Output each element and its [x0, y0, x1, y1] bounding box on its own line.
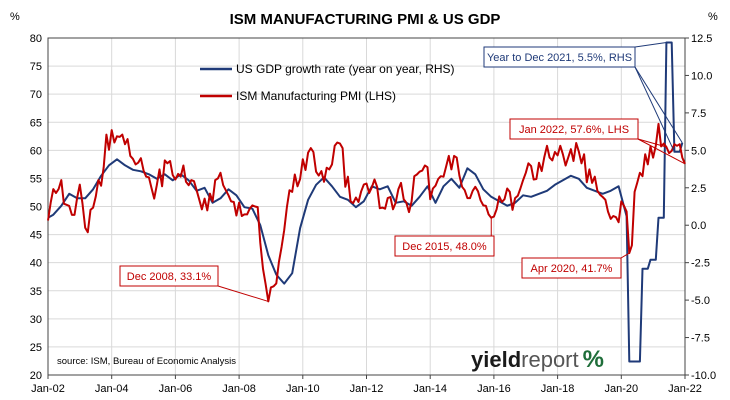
right-tick-label: -7.5 [691, 333, 710, 345]
annotation-callout: Dec 2015, 48.0% [394, 217, 495, 257]
annotation-box [119, 265, 219, 287]
right-tick-label: 2.5 [691, 183, 706, 195]
left-tick-label: 75 [30, 61, 42, 73]
annotation-callout: Jan 2022, 57.6%, LHS [509, 118, 686, 165]
svg-text:yieldreport%: yieldreport% [471, 346, 604, 373]
left-tick-label: 45 [30, 230, 42, 242]
annotation-box [509, 118, 639, 140]
x-tick-label: Jan-22 [668, 383, 702, 395]
annotation-box [394, 235, 495, 257]
logo-percent: % [583, 346, 604, 373]
right-tick-label: 5.0 [691, 145, 706, 157]
x-tick-label: Jan-08 [222, 383, 256, 395]
x-tick-label: Jan-20 [604, 383, 638, 395]
annotation-callout: Dec 2008, 33.1% [119, 265, 269, 302]
annotation-leader [217, 285, 269, 302]
left-axis-unit: % [10, 11, 20, 23]
annotation-leader [637, 138, 667, 148]
chart-title: ISM MANUFACTURING PMI & US GDP [230, 11, 501, 28]
x-tick-label: Jan-12 [350, 383, 384, 395]
x-tick-label: Jan-14 [413, 383, 447, 395]
left-tick-label: 50 [30, 202, 42, 214]
left-tick-label: 60 [30, 145, 42, 157]
x-tick-label: Jan-18 [541, 383, 575, 395]
right-tick-label: -5.0 [691, 295, 710, 307]
left-tick-label: 35 [30, 286, 42, 298]
annotation-label: Year to Dec 2021, 5.5%, RHS [487, 52, 632, 64]
right-axis-unit: % [708, 11, 718, 23]
x-axis: Jan-02 Jan-04 Jan-06 Jan-08 Jan-10 Jan-12 Jan-… [31, 375, 702, 395]
right-tick-label: 10.0 [691, 70, 712, 82]
annotations: Year to Dec 2021, 5.5%, RHS Jan 2022, 57.… [119, 41, 686, 302]
legend-label-pmi: ISM Manufacturing PMI (LHS) [236, 89, 396, 103]
right-axis: -10.0 -7.5 -5.0 -2.5 0.0 2.5 5.0 7.5 10.0 12.5 [685, 33, 716, 382]
left-tick-label: 20 [30, 370, 42, 382]
annotation-callout: Apr 2020, 41.7% [521, 252, 630, 279]
x-tick-label: Jan-16 [477, 383, 511, 395]
annotation-leader [634, 41, 667, 48]
left-tick-label: 65 [30, 117, 42, 129]
left-tick-label: 70 [30, 89, 42, 101]
left-tick-label: 80 [30, 33, 42, 45]
annotation-leader [634, 66, 675, 153]
yieldreport-logo: yieldreport% [471, 346, 604, 373]
x-tick-label: Jan-06 [159, 383, 193, 395]
annotation-label: Dec 2015, 48.0% [402, 241, 487, 253]
annotation-label: Jan 2022, 57.6%, LHS [519, 124, 629, 136]
x-tick-label: Jan-10 [286, 383, 320, 395]
right-tick-label: 12.5 [691, 33, 712, 45]
series-line-pmi [47, 122, 686, 303]
annotation-leader [620, 252, 630, 259]
series-layer [47, 41, 686, 363]
legend-label-gdp: US GDP growth rate (year on year, RHS) [236, 62, 455, 76]
annotation-box [483, 46, 636, 68]
annotation-box [521, 257, 622, 279]
annotation-leader [637, 138, 686, 165]
annotation-leader [634, 66, 683, 144]
right-tick-label: 7.5 [691, 108, 706, 120]
left-axis: 20 25 30 35 40 45 50 55 60 65 70 75 80 [30, 33, 42, 382]
right-tick-label: -10.0 [691, 370, 716, 382]
source-note: source: ISM, Bureau of Economic Analysis [57, 356, 236, 367]
right-tick-label: 0.0 [691, 220, 706, 232]
logo-text-report: report [521, 347, 578, 372]
annotation-label: Dec 2008, 33.1% [127, 271, 212, 283]
left-tick-label: 30 [30, 314, 42, 326]
right-tick-label: -2.5 [691, 258, 710, 270]
annotation-label: Apr 2020, 41.7% [531, 263, 613, 275]
logo-text-yield: yield [471, 347, 521, 372]
x-tick-label: Jan-04 [95, 383, 129, 395]
annotation-callout: Year to Dec 2021, 5.5%, RHS [483, 41, 683, 153]
left-tick-label: 55 [30, 173, 42, 185]
left-tick-label: 25 [30, 342, 42, 354]
left-tick-label: 40 [30, 258, 42, 270]
x-tick-label: Jan-02 [31, 383, 65, 395]
legend: US GDP growth rate (year on year, RHS) I… [200, 62, 455, 103]
